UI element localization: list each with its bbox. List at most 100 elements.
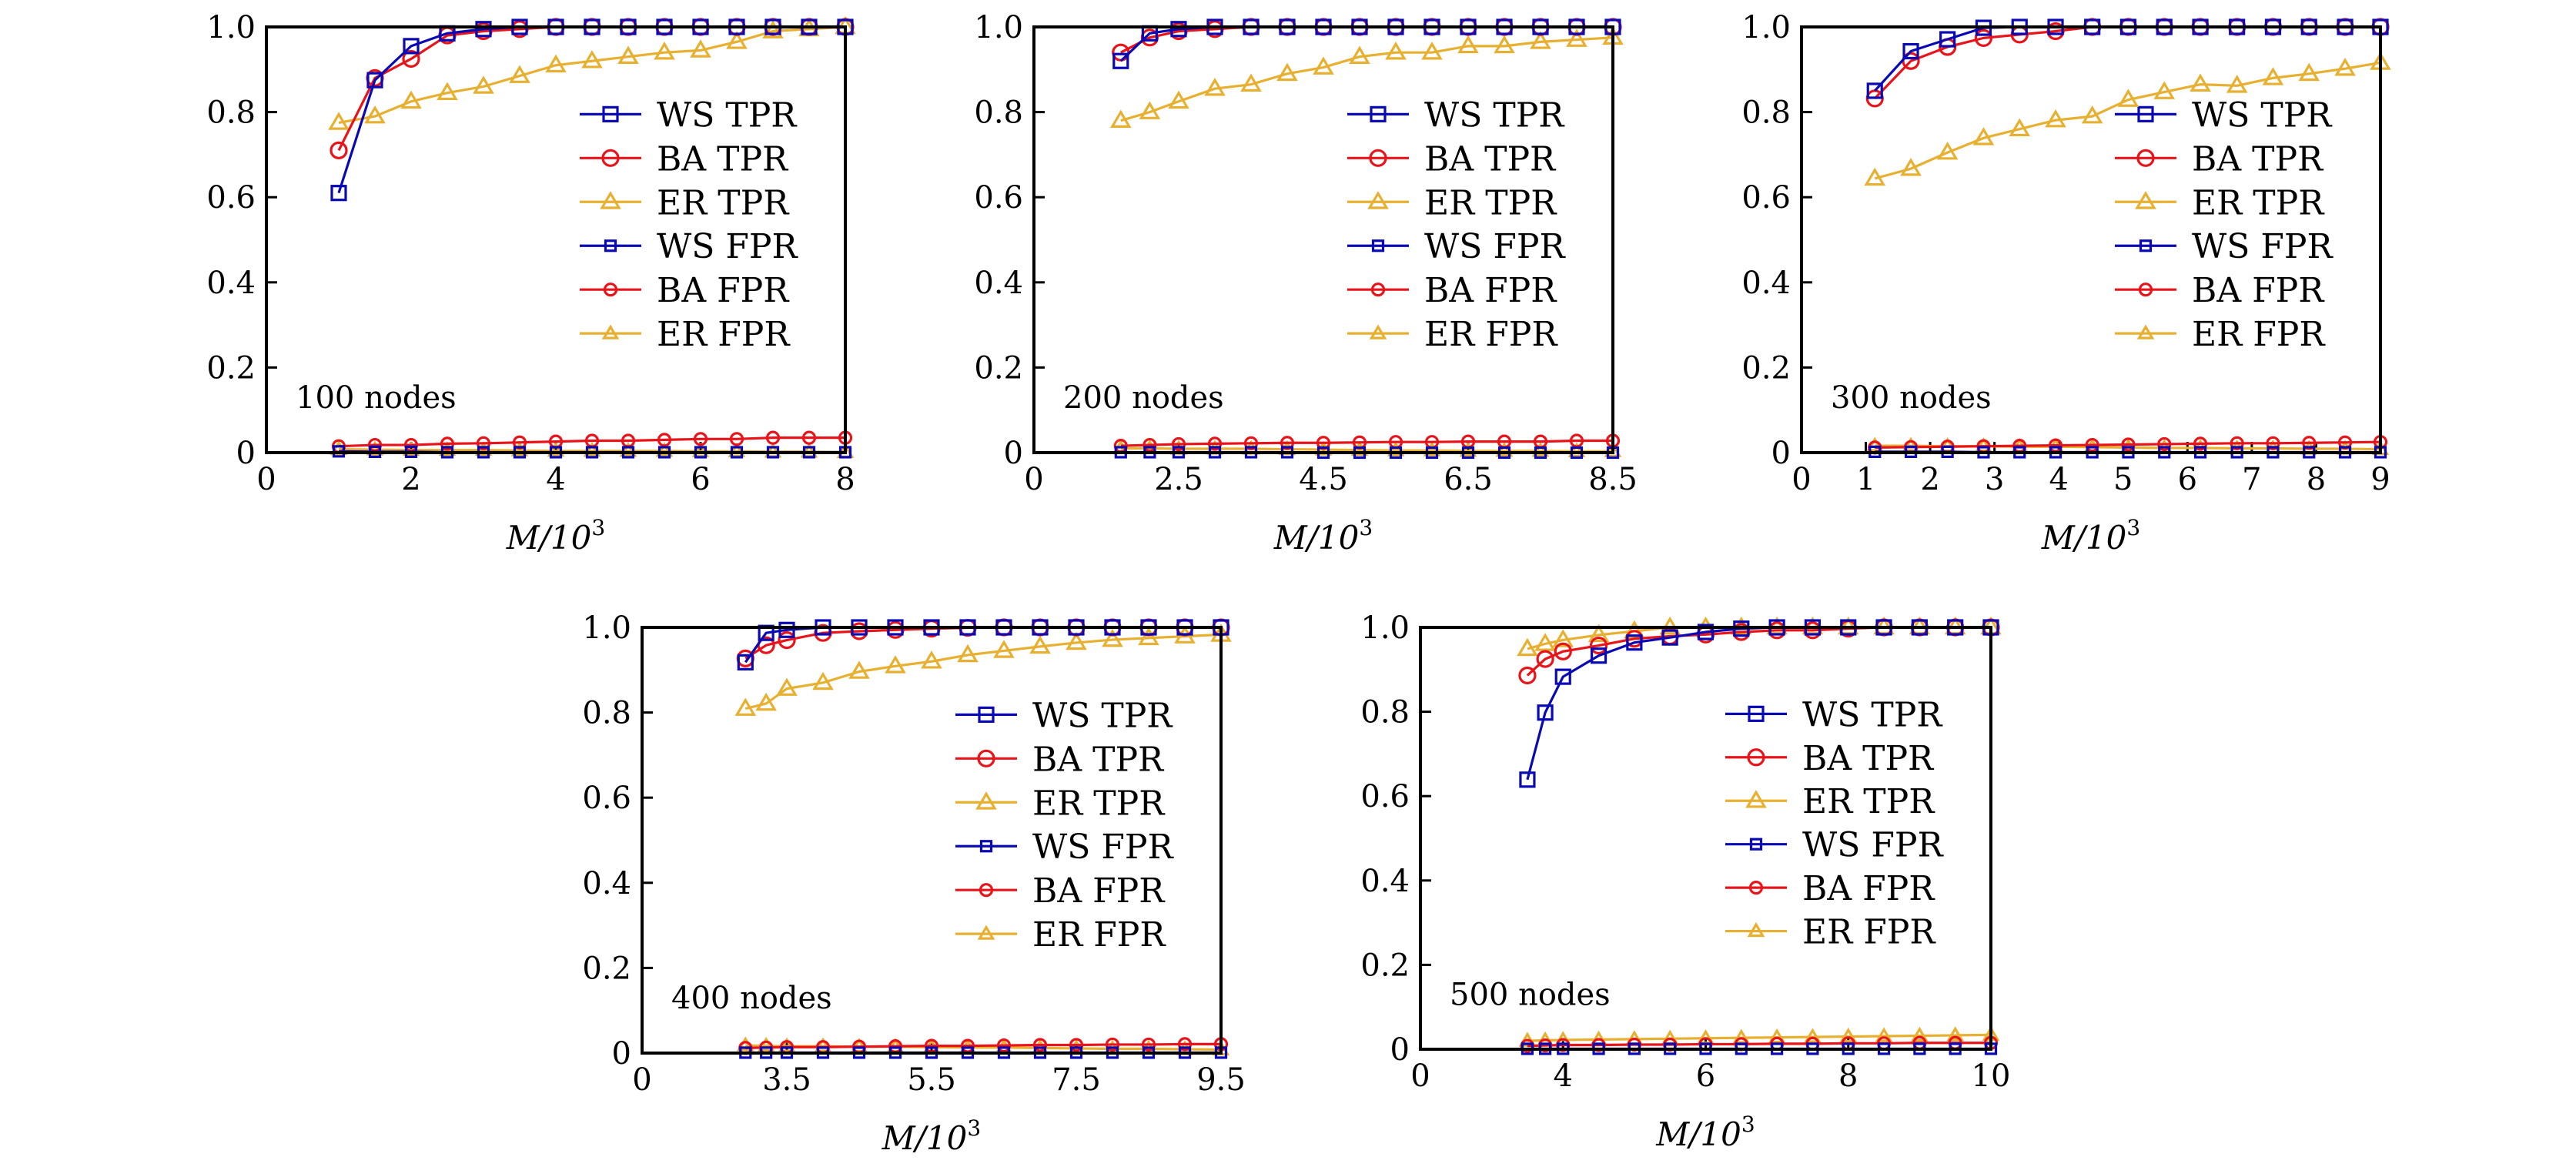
data-point — [2226, 75, 2248, 93]
series-line — [1874, 25, 2380, 92]
x-tick-label: 6 — [2178, 462, 2197, 497]
data-point — [437, 82, 458, 101]
x-tick-label: 6 — [691, 462, 710, 497]
x-tick-label: 2 — [1920, 462, 1939, 497]
data-point — [1517, 637, 1538, 657]
legend-label: WS TPR — [1032, 696, 1173, 735]
y-tick-label: 0 — [1771, 436, 1791, 471]
y-tick-label: 1.0 — [974, 10, 1023, 45]
legend-marker-circle-icon — [977, 749, 995, 767]
x-tick-label: 10 — [1972, 1058, 2011, 1094]
data-point — [1552, 629, 1574, 647]
legend-marker-circle-icon — [1747, 748, 1765, 767]
legend-marker-square-icon — [978, 706, 995, 723]
data-point — [1554, 668, 1571, 685]
legend-item: ER TPR — [580, 183, 790, 222]
x-tick-label: 0 — [256, 462, 276, 497]
data-point — [1839, 1027, 1858, 1043]
data-point — [1875, 1027, 1893, 1042]
data-point — [1566, 28, 1587, 47]
data-point — [1531, 442, 1550, 457]
plot-frame — [1032, 25, 1614, 454]
legend-marker-circle-icon — [1370, 283, 1386, 297]
y-tick-label: 0.2 — [974, 350, 1023, 386]
legend-item: BA FPR — [1347, 271, 1557, 310]
data-point — [654, 42, 675, 60]
subplot-4: 0 0.2 0.4 0.6 0.8 1.0 0 3.5 5.5 7.5 9.5 M/103 400 no… — [582, 610, 1245, 1157]
legend-marker-square-icon — [979, 840, 993, 853]
x-tick-label: 2.5 — [1154, 462, 1203, 497]
data-point — [2266, 436, 2280, 450]
legend-item: WS FPR — [1725, 826, 1944, 865]
x-axis-label: M/103 — [506, 515, 605, 557]
x-tick-label: 4 — [1554, 1058, 1573, 1094]
legend-item: BA FPR — [580, 271, 790, 310]
legend-item: WS TPR — [1347, 95, 1565, 135]
series-line — [1120, 439, 1613, 447]
data-point — [1423, 441, 1441, 456]
y-tick-label: 0.8 — [1741, 95, 1791, 131]
legend-item: WS FPR — [580, 227, 798, 266]
series-line — [745, 1042, 1221, 1049]
data-point — [1240, 73, 1262, 92]
legend-label: ER FPR — [2192, 315, 2326, 354]
data-point — [403, 38, 420, 55]
data-point — [734, 697, 757, 716]
legend-marker-square-icon — [2137, 105, 2154, 122]
x-tick-label: 4.5 — [1299, 462, 1348, 497]
data-point — [1421, 42, 1443, 60]
x-axis-label-main: M/10 — [1655, 1115, 1741, 1153]
data-point — [957, 644, 979, 663]
y-tick-label: 0.2 — [1741, 350, 1791, 386]
legend-marker-circle-icon — [2138, 283, 2153, 297]
legend-marker-square-icon — [1370, 105, 1387, 122]
legend-item: ER FPR — [580, 315, 791, 354]
data-point — [1768, 1028, 1786, 1044]
legend-marker-triangle-icon — [975, 791, 997, 810]
legend-label: WS TPR — [1802, 695, 1943, 734]
data-point — [762, 20, 784, 38]
data-point — [778, 621, 795, 638]
data-point — [1138, 627, 1159, 646]
y-tick-label: 0.4 — [206, 266, 256, 301]
legend-label: WS FPR — [1032, 828, 1174, 867]
data-point — [2298, 62, 2320, 82]
data-point — [1936, 141, 1959, 160]
data-point — [547, 442, 565, 457]
data-point — [657, 433, 672, 447]
data-point — [619, 442, 637, 457]
data-point — [1866, 82, 1883, 99]
legend-label: ER FPR — [1032, 915, 1166, 955]
x-axis-label: M/103 — [882, 1115, 981, 1157]
data-point — [1243, 436, 1259, 450]
data-point — [2085, 437, 2099, 453]
data-point — [1110, 109, 1132, 128]
data-point — [1626, 634, 1643, 651]
legend-item: BA TPR — [1725, 739, 1935, 778]
node-count-annotation: 300 nodes — [1831, 380, 1992, 416]
x-tick-label: 8 — [835, 462, 855, 497]
y-tick-label: 0.8 — [206, 95, 256, 131]
legend-label: BA TPR — [1424, 139, 1557, 179]
data-point — [1066, 631, 1087, 650]
x-tick-label: 5 — [2113, 462, 2133, 497]
x-axis-label: M/103 — [2041, 515, 2140, 557]
data-point — [1732, 1028, 1751, 1044]
data-point — [2302, 436, 2317, 450]
legend-item: BA TPR — [2115, 139, 2324, 179]
x-tick-label: 3 — [1985, 462, 2004, 497]
data-point — [1142, 437, 1157, 453]
y-tick-label: 0.4 — [974, 266, 1023, 301]
data-point — [1624, 620, 1645, 639]
x-axis-label-sup: 3 — [1359, 515, 1373, 540]
x-tick-label: 9.5 — [1196, 1062, 1246, 1098]
legend-label: WS FPR — [1424, 227, 1566, 266]
legend-item: ER FPR — [1347, 315, 1558, 354]
data-point — [1537, 704, 1554, 721]
data-point — [1207, 436, 1223, 451]
legend-label: BA FPR — [1424, 271, 1557, 310]
legend-marker-circle-icon — [603, 283, 618, 297]
